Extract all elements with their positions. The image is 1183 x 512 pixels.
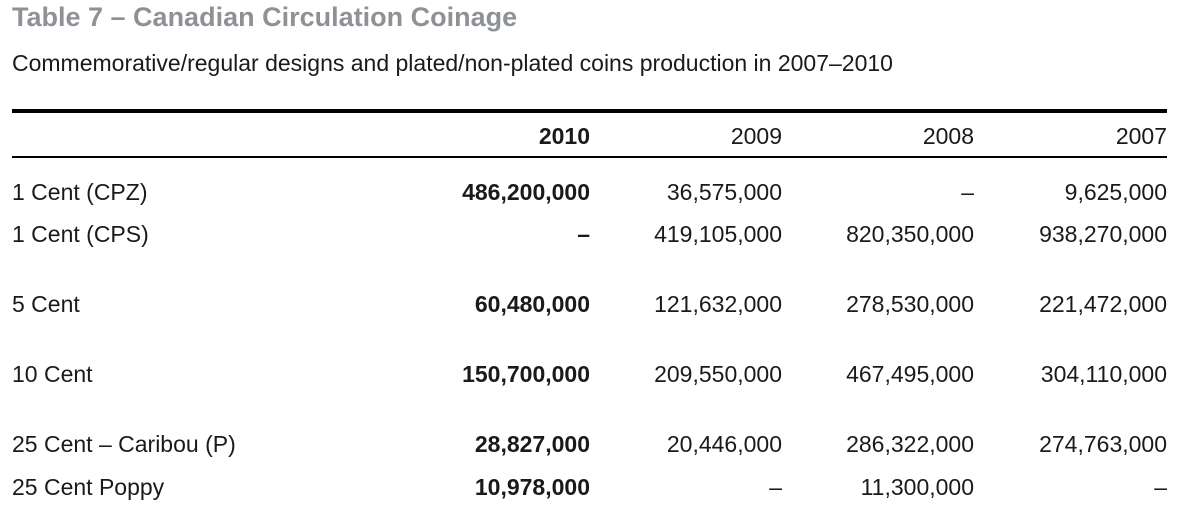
cell-2010: 28,827,000 — [474, 431, 590, 457]
row-label: 5 Cent — [12, 291, 80, 317]
cell-2007: 938,270,000 — [1039, 221, 1167, 247]
top-rule — [12, 109, 1167, 113]
cell-2010: – — [577, 221, 590, 247]
column-header-2009: 2009 — [730, 123, 782, 149]
cell-2008: – — [961, 179, 974, 205]
cell-2008: 278,530,000 — [846, 291, 974, 317]
table-row: 10 Cent 150,700,000 209,550,000 467,495,… — [12, 358, 1167, 390]
cell-2010: 10,978,000 — [474, 474, 590, 500]
cell-2007: – — [1154, 474, 1167, 500]
cell-2009: 209,550,000 — [654, 361, 782, 387]
table-row: 25 Cent Poppy 10,978,000 – 11,300,000 – — [12, 471, 1167, 503]
cell-2009: 419,105,000 — [654, 221, 782, 247]
row-label: 25 Cent Poppy — [12, 474, 165, 500]
row-label: 1 Cent (CPS) — [12, 221, 149, 247]
row-label: 10 Cent — [12, 361, 93, 387]
cell-2008: 467,495,000 — [846, 361, 974, 387]
header-rule — [12, 156, 1167, 158]
cell-2009: 121,632,000 — [654, 291, 782, 317]
cell-2007: 274,763,000 — [1039, 431, 1167, 457]
column-header-2007: 2007 — [1115, 123, 1167, 149]
column-header-2008: 2008 — [922, 123, 974, 149]
cell-2009: 36,575,000 — [666, 179, 782, 205]
cell-2008: 286,322,000 — [846, 431, 974, 457]
cell-2010: 60,480,000 — [474, 291, 590, 317]
cell-2009: – — [769, 474, 782, 500]
cell-2008: 11,300,000 — [860, 474, 974, 500]
row-label: 25 Cent – Caribou (P) — [12, 431, 236, 457]
table-header-row: 2010 2009 2008 2007 — [12, 120, 1167, 152]
cell-2007: 221,472,000 — [1039, 291, 1167, 317]
table-subtitle: Commemorative/regular designs and plated… — [12, 50, 893, 76]
cell-2007: 304,110,000 — [1040, 361, 1167, 387]
table-row: 5 Cent 60,480,000 121,632,000 278,530,00… — [12, 288, 1167, 320]
cell-2009: 20,446,000 — [666, 431, 782, 457]
cell-2010: 486,200,000 — [462, 179, 590, 205]
table-row: 1 Cent (CPS) – 419,105,000 820,350,000 9… — [12, 218, 1167, 250]
row-label: 1 Cent (CPZ) — [12, 179, 148, 205]
column-header-2010: 2010 — [538, 123, 590, 149]
table-row: 25 Cent – Caribou (P) 28,827,000 20,446,… — [12, 428, 1167, 460]
table-row: 1 Cent (CPZ) 486,200,000 36,575,000 – 9,… — [12, 176, 1167, 208]
cell-2007: 9,625,000 — [1064, 179, 1167, 205]
cell-2010: 150,700,000 — [462, 361, 590, 387]
cell-2008: 820,350,000 — [846, 221, 974, 247]
table-title: Table 7 – Canadian Circulation Coinage — [12, 2, 518, 32]
